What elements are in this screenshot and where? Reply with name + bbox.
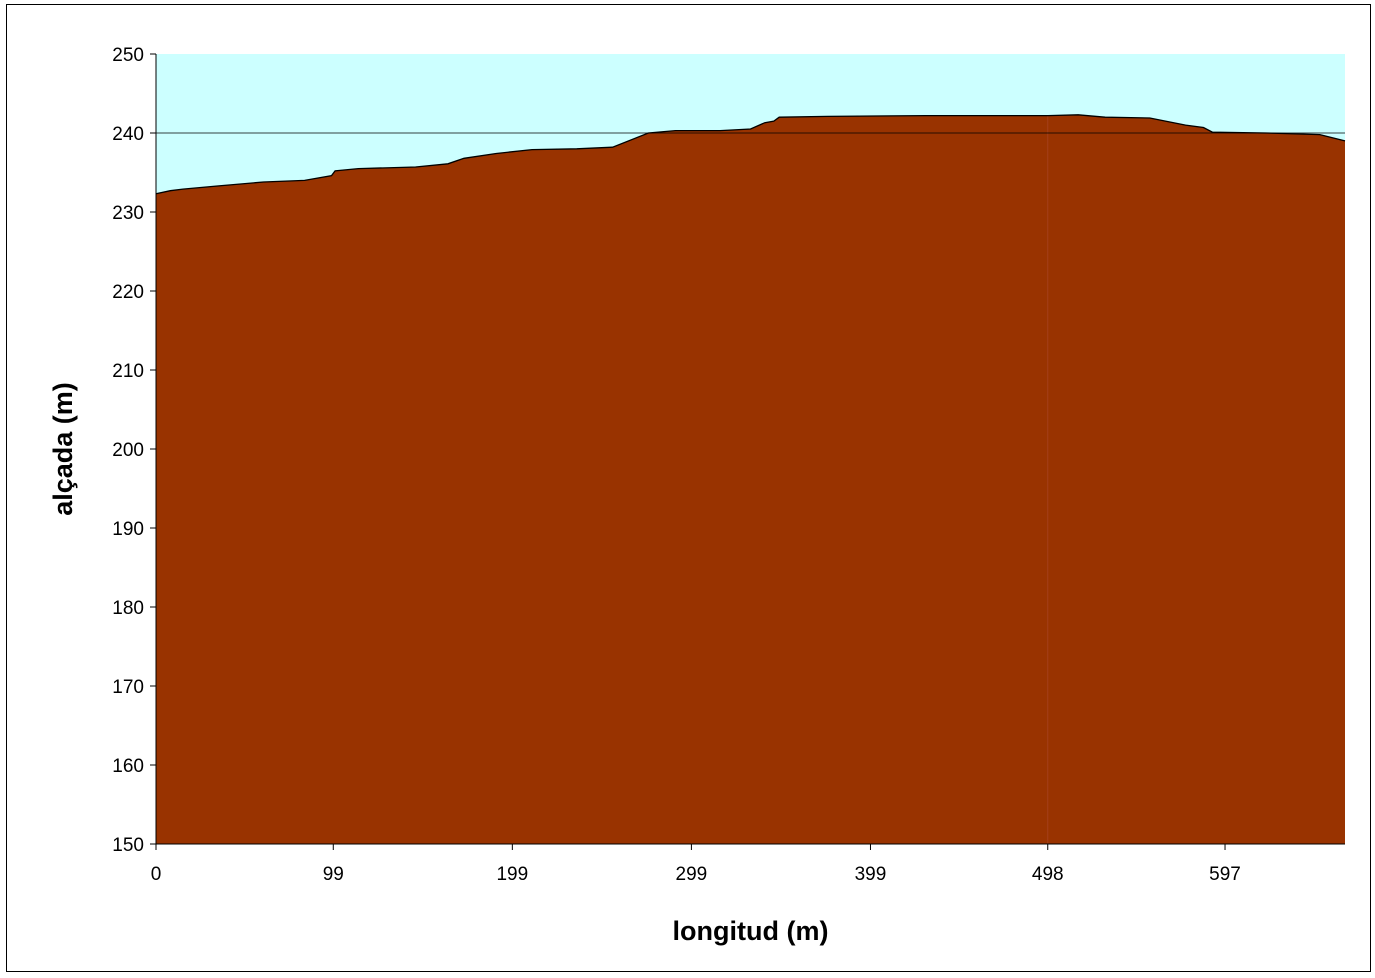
y-tick-label-220: 220 [112,282,144,303]
x-tick-label-597: 597 [1209,864,1241,885]
x-tick-label-199: 199 [496,864,528,885]
y-tick-label-200: 200 [112,440,144,461]
x-axis-title: longitud (m) [673,916,829,946]
y-tick-label-230: 230 [112,203,144,224]
y-tick-label-210: 210 [112,361,144,382]
x-tick-label-99: 99 [323,864,344,885]
y-ticks: 150 160 170 180 190 200 210 220 230 240 250 [112,45,156,856]
y-tick-label-180: 180 [112,598,144,619]
elevation-area [156,114,1345,845]
y-axis-title: alçada (m) [48,382,78,516]
y-tick-label-170: 170 [112,677,144,698]
elevation-line [155,114,1346,195]
y-tick-label-160: 160 [112,756,144,777]
y-tick-label-250: 250 [112,45,144,66]
x-tick-label-299: 299 [676,864,708,885]
y-tick-label-150: 150 [112,835,144,856]
y-tick-label-190: 190 [112,519,144,540]
x-tick-label-498: 498 [1032,864,1064,885]
x-tick-label-0: 0 [151,864,162,885]
x-ticks: 0 99 199 299 399 498 597 [151,844,1241,885]
x-tick-label-399: 399 [855,864,887,885]
y-tick-label-240: 240 [112,124,144,145]
